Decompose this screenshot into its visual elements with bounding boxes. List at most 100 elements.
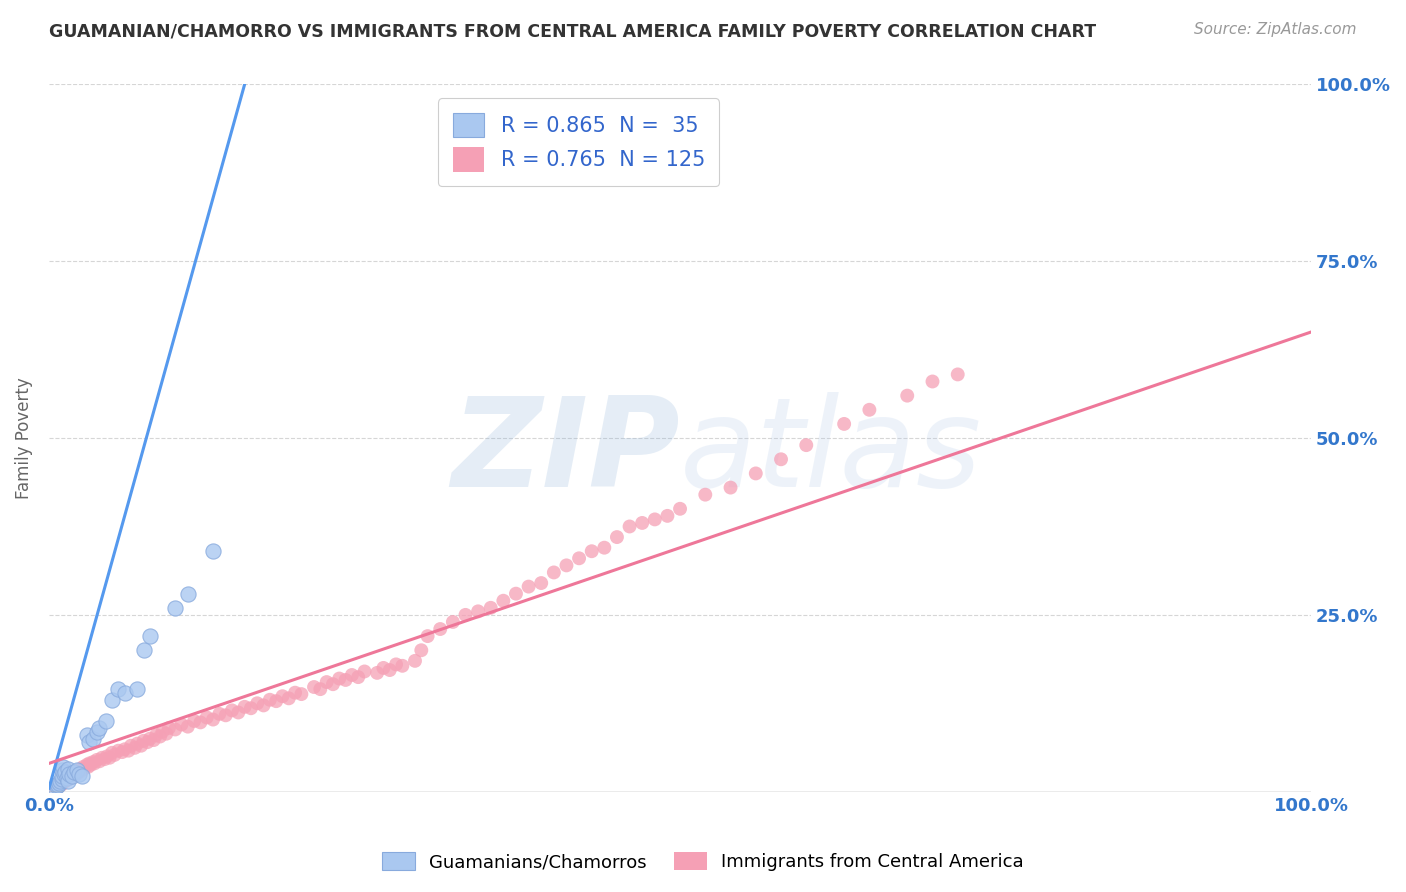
Point	[170, 717, 193, 731]
Point	[309, 682, 332, 697]
Point	[378, 663, 401, 677]
Point	[111, 745, 134, 759]
Point	[93, 752, 115, 766]
Point	[136, 735, 159, 749]
Point	[46, 778, 69, 792]
Point	[114, 742, 136, 756]
Point	[67, 767, 90, 781]
Point	[55, 773, 77, 788]
Point	[669, 501, 692, 516]
Point	[479, 600, 502, 615]
Point	[568, 551, 591, 566]
Point	[149, 730, 172, 744]
Point	[454, 607, 477, 622]
Point	[55, 764, 77, 779]
Point	[411, 643, 433, 657]
Point	[858, 402, 880, 417]
Point	[152, 724, 174, 739]
Point	[55, 772, 77, 786]
Point	[555, 558, 578, 573]
Point	[543, 566, 565, 580]
Point	[42, 782, 65, 797]
Point	[67, 764, 90, 779]
Point	[340, 668, 363, 682]
Point	[49, 774, 72, 789]
Point	[101, 746, 124, 760]
Point	[117, 744, 139, 758]
Point	[53, 767, 76, 781]
Point	[157, 721, 180, 735]
Point	[107, 682, 129, 697]
Point	[129, 739, 152, 753]
Point	[239, 701, 262, 715]
Point	[215, 708, 238, 723]
Point	[631, 516, 654, 530]
Point	[107, 744, 129, 758]
Point	[44, 781, 66, 796]
Point	[202, 713, 225, 727]
Point	[619, 519, 641, 533]
Point	[51, 778, 73, 792]
Point	[302, 680, 325, 694]
Point	[55, 771, 77, 785]
Point	[226, 706, 249, 720]
Point	[606, 530, 628, 544]
Point	[45, 780, 67, 794]
Point	[246, 696, 269, 710]
Point	[946, 368, 969, 382]
Point	[66, 764, 89, 778]
Point	[284, 686, 307, 700]
Point	[335, 673, 357, 687]
Point	[82, 755, 104, 769]
Point	[202, 544, 225, 558]
Point	[120, 739, 142, 753]
Point	[48, 776, 70, 790]
Point	[290, 687, 312, 701]
Point	[66, 764, 89, 778]
Point	[124, 740, 146, 755]
Point	[264, 694, 287, 708]
Text: Source: ZipAtlas.com: Source: ZipAtlas.com	[1194, 22, 1357, 37]
Point	[104, 747, 127, 762]
Point	[353, 665, 375, 679]
Point	[695, 488, 717, 502]
Point	[385, 657, 408, 672]
Point	[139, 731, 162, 746]
Point	[76, 728, 98, 742]
Point	[745, 467, 768, 481]
Point	[322, 677, 344, 691]
Point	[94, 714, 117, 728]
Point	[347, 670, 370, 684]
Text: GUAMANIAN/CHAMORRO VS IMMIGRANTS FROM CENTRAL AMERICA FAMILY POVERTY CORRELATION: GUAMANIAN/CHAMORRO VS IMMIGRANTS FROM CE…	[49, 22, 1097, 40]
Text: atlas: atlas	[681, 392, 983, 513]
Point	[101, 692, 124, 706]
Point	[441, 615, 464, 629]
Point	[429, 622, 451, 636]
Point	[91, 750, 114, 764]
Text: ZIP: ZIP	[451, 392, 681, 513]
Point	[165, 600, 187, 615]
Point	[69, 762, 91, 776]
Point	[60, 769, 83, 783]
Point	[51, 772, 73, 786]
Point	[83, 756, 105, 771]
Point	[45, 779, 67, 793]
Point	[82, 731, 104, 746]
Point	[63, 769, 86, 783]
Point	[44, 781, 66, 796]
Point	[79, 735, 101, 749]
Point	[58, 772, 80, 786]
Point	[66, 767, 89, 781]
Point	[530, 576, 553, 591]
Point	[155, 727, 177, 741]
Point	[467, 604, 489, 618]
Point	[89, 721, 111, 735]
Point	[896, 389, 918, 403]
Point	[139, 629, 162, 643]
Point	[271, 690, 294, 704]
Point	[145, 728, 167, 742]
Point	[56, 762, 79, 776]
Point	[60, 771, 83, 785]
Y-axis label: Family Poverty: Family Poverty	[15, 377, 32, 499]
Point	[70, 769, 93, 783]
